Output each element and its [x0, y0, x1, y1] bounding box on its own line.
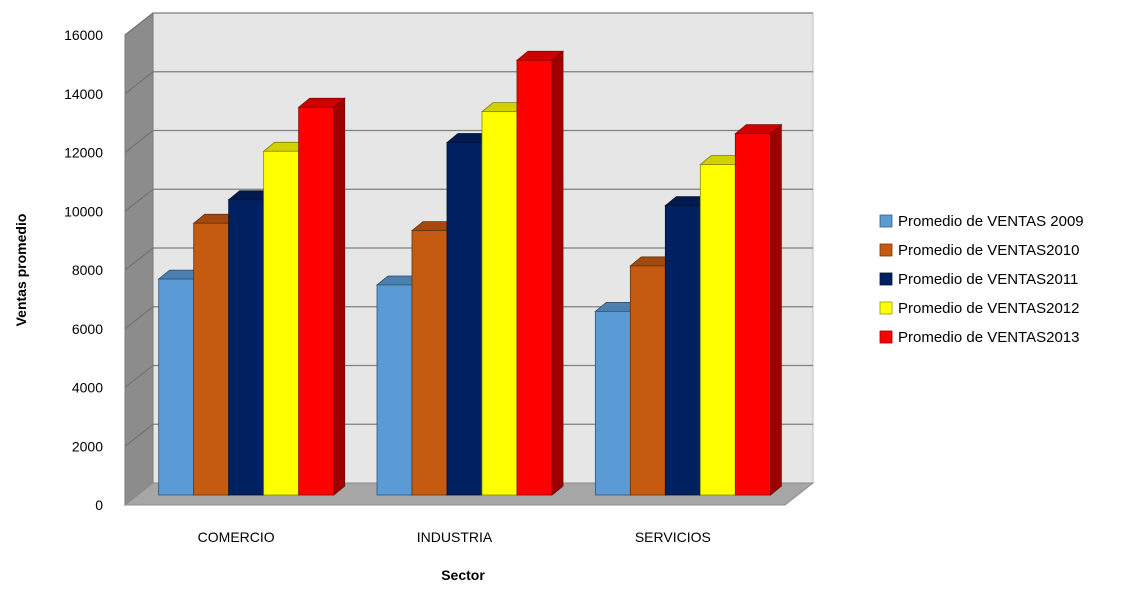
bar-front	[734, 133, 771, 496]
y-tick-label: 8000	[72, 262, 103, 278]
bar-front	[629, 265, 666, 496]
gridline-side	[124, 423, 154, 447]
y-tick-label: 14000	[64, 86, 103, 102]
legend-swatch	[879, 214, 893, 228]
bar-side	[333, 97, 346, 496]
x-axis-title: Sector	[441, 567, 485, 583]
bar-front	[516, 59, 553, 496]
y-axis-ticks: 0 2000 4000 6000 8000 10000 12000 14000 16000	[64, 27, 103, 513]
x-axis-ticks: COMERCIO INDUSTRIA SERVICIOS	[198, 529, 711, 545]
legend-label: Promedio de VENTAS2012	[898, 300, 1080, 317]
bar-side	[551, 50, 564, 496]
legend-swatch	[879, 330, 893, 344]
legend: Promedio de VENTAS 2009 Promedio de VENTA…	[879, 213, 1084, 346]
legend-swatch	[879, 301, 893, 315]
bar-front	[594, 311, 631, 496]
gridline-side	[124, 188, 154, 212]
x-tick-label: SERVICIOS	[635, 529, 711, 545]
gridline-side	[124, 71, 154, 95]
gridline-side	[124, 130, 154, 153]
y-tick-label: 16000	[64, 27, 103, 43]
bar	[734, 123, 783, 496]
x-tick-label: INDUSTRIA	[417, 529, 493, 545]
gridline-side	[124, 306, 154, 330]
y-tick-label: 10000	[64, 203, 103, 219]
bar-side	[769, 123, 782, 496]
x-tick-label: COMERCIO	[198, 529, 275, 545]
bars	[157, 50, 783, 496]
legend-item: Promedio de VENTAS 2009	[879, 213, 1084, 230]
legend-item: Promedio de VENTAS2013	[879, 329, 1080, 346]
y-tick-label: 2000	[72, 438, 103, 454]
legend-swatch	[879, 272, 893, 286]
bar-front	[193, 222, 230, 496]
legend-item: Promedio de VENTAS2010	[879, 242, 1080, 259]
legend-swatch	[879, 243, 893, 257]
bar-front	[298, 106, 335, 496]
bar-front	[158, 278, 195, 496]
legend-label: Promedio de VENTAS2013	[898, 329, 1080, 346]
gridline-side	[124, 12, 154, 36]
y-axis-title: Ventas promedio	[13, 214, 29, 327]
bar	[297, 97, 346, 496]
bar-front	[699, 164, 736, 496]
legend-label: Promedio de VENTAS2010	[898, 242, 1080, 259]
legend-label: Promedio de VENTAS2011	[898, 271, 1078, 288]
bar-front	[664, 205, 701, 496]
y-tick-label: 0	[95, 497, 103, 513]
y-tick-label: 6000	[72, 321, 103, 337]
bar-front	[446, 142, 483, 496]
bar-front	[263, 150, 300, 496]
legend-item: Promedio de VENTAS2011	[879, 271, 1078, 288]
gridline-side	[124, 247, 154, 271]
bar-front	[376, 284, 413, 496]
gridline-side	[124, 365, 154, 388]
legend-item: Promedio de VENTAS2012	[879, 300, 1080, 317]
y-tick-label: 12000	[64, 145, 103, 161]
bar	[515, 50, 565, 496]
bar-front	[228, 199, 265, 496]
bar-front	[411, 230, 448, 496]
y-tick-label: 4000	[72, 380, 103, 396]
bar-front	[481, 111, 518, 496]
legend-label: Promedio de VENTAS 2009	[898, 213, 1084, 230]
